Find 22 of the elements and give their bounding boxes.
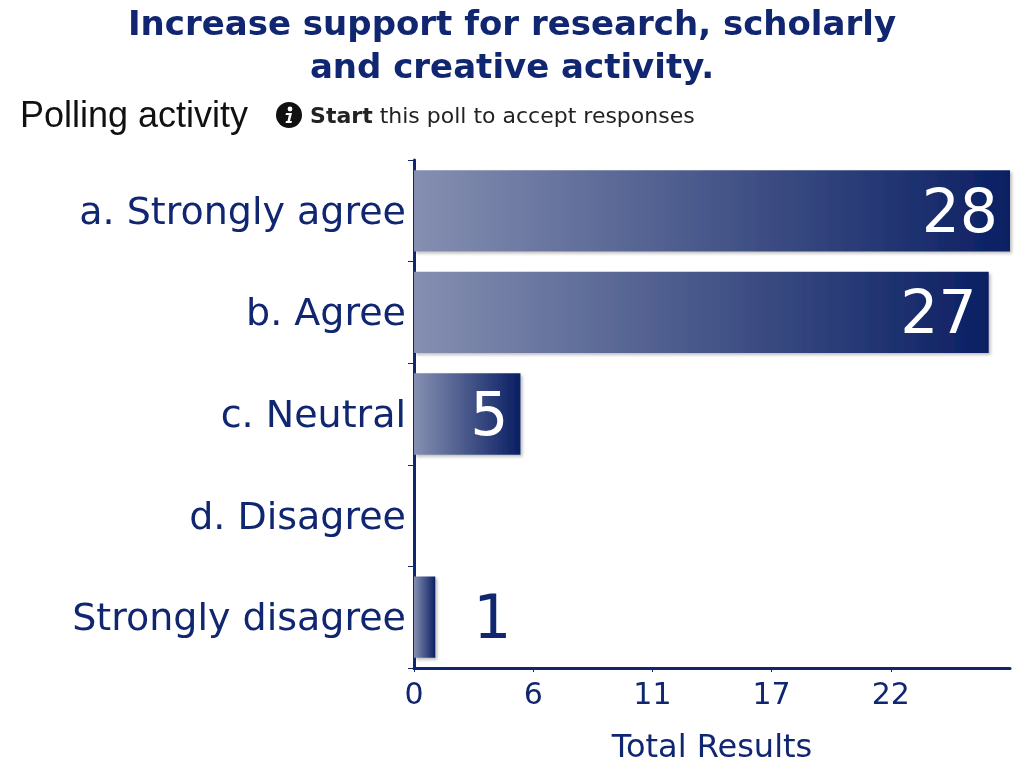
x-tick-label: 22: [871, 675, 910, 711]
x-tick-label: 0: [404, 675, 424, 711]
x-axis-title: Total Results: [610, 727, 813, 765]
chart-subtitle: Start this poll to accept responses: [310, 102, 695, 128]
data-label: 5: [470, 379, 509, 449]
data-label: 1: [473, 582, 512, 653]
x-tick-label: 17: [752, 675, 791, 711]
x-tick-label: 11: [633, 675, 672, 711]
x-tick-label: 6: [523, 675, 543, 711]
y-tick-label: b. Agree: [246, 290, 406, 335]
text: Polling activity: [20, 94, 249, 136]
bar: [414, 373, 521, 455]
bar: [414, 576, 436, 658]
bar: [414, 170, 1010, 252]
data-label: 28: [921, 175, 998, 246]
y-tick-label: c. Neutral: [220, 392, 406, 436]
chart-title: Increase support for research, scholarly and creative activity.: [126, 2, 898, 88]
y-tick-label: a. Strongly agree: [79, 188, 406, 233]
y-tick-label: Strongly disagree: [72, 595, 406, 640]
bar: [414, 271, 989, 354]
data-label: 27: [900, 277, 977, 348]
y-tick-label: d. Disagree: [189, 493, 406, 538]
